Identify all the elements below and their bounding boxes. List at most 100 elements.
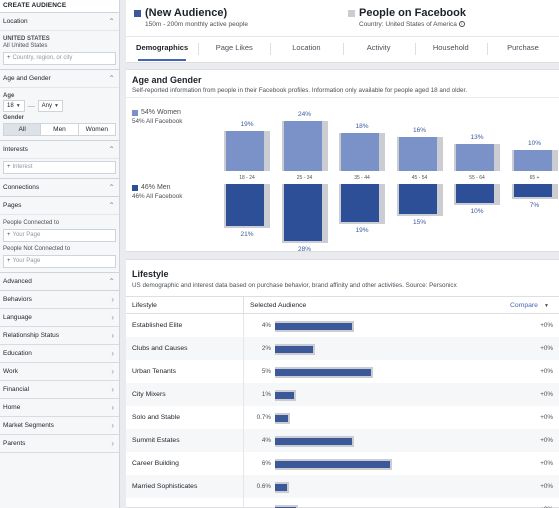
tab-page-likes[interactable]: Page Likes xyxy=(198,37,270,63)
lifestyle-bar-bg xyxy=(275,505,299,508)
plus-icon: + xyxy=(7,55,11,61)
pages-header-label: Pages xyxy=(3,202,22,209)
men-bar xyxy=(283,184,322,241)
lifestyle-name: Clubs and Causes xyxy=(132,345,188,352)
lifestyle-name: Summit Estates xyxy=(132,437,180,444)
lifestyle-percent: 1% xyxy=(261,391,271,398)
lifestyle-percent: 2% xyxy=(261,345,271,352)
men-bar-label: 19% xyxy=(355,226,369,234)
tab-demographics[interactable]: Demographics xyxy=(126,37,198,63)
pages-connected-input[interactable]: + Your Page xyxy=(3,229,116,242)
gender-all-button[interactable]: All xyxy=(3,123,42,136)
chevron-up-icon[interactable]: ⌃ xyxy=(108,17,115,26)
lifestyle-compare: +0% xyxy=(540,391,553,398)
sort-arrow-icon: ▼ xyxy=(543,303,549,309)
age-gender-header[interactable]: Age and Gender ⌃ xyxy=(0,70,119,87)
pages-header[interactable]: Pages ⌃ xyxy=(0,197,119,214)
lifestyle-title: Lifestyle xyxy=(132,269,169,279)
sidebar-item-parents[interactable]: Parents › xyxy=(0,435,119,453)
audience-size: 150m - 200m monthly active people xyxy=(145,21,248,28)
lifestyle-name: Established Elite xyxy=(132,322,183,329)
sidebar-item-language[interactable]: Language › xyxy=(0,309,119,327)
pages-not-connected-label: People Not Connected to xyxy=(3,246,71,252)
tab-purchase[interactable]: Purchase xyxy=(486,37,559,63)
chevron-up-icon[interactable]: ⌃ xyxy=(108,201,115,210)
lifestyle-percent: 0.6% xyxy=(256,483,271,490)
chevron-up-icon[interactable]: ⌃ xyxy=(108,74,115,83)
lifestyle-subtitle: US demographic and interest data based o… xyxy=(132,282,457,289)
sidebar-item-education[interactable]: Education › xyxy=(0,345,119,363)
chevron-up-icon[interactable]: ⌃ xyxy=(108,277,115,286)
men-bar-label: 10% xyxy=(470,208,484,215)
chevron-up-icon[interactable]: ⌃ xyxy=(108,183,115,192)
women-bar xyxy=(513,150,552,171)
lifestyle-row[interactable]: Summit Estates 4% +0% xyxy=(126,429,559,452)
tab-bar: Demographics Page Likes Location Activit… xyxy=(126,36,559,63)
gender-women-button[interactable]: Women xyxy=(78,123,116,136)
men-bar-label: 21% xyxy=(240,231,254,239)
age-separator: — xyxy=(27,102,35,110)
lifestyle-percent: 5% xyxy=(261,368,271,375)
women-bar-label: 19% xyxy=(240,121,254,129)
women-bar-label: 24% xyxy=(297,110,311,118)
lifestyle-row[interactable]: Solo and Stable 0.7% +0% xyxy=(126,406,559,429)
tab-activity[interactable]: Activity xyxy=(342,37,415,63)
audience-swatch xyxy=(134,9,141,17)
lifestyle-row[interactable]: +0% xyxy=(126,498,559,508)
lifestyle-row[interactable]: Married Sophisticates 0.6% +0% xyxy=(126,475,559,498)
lifestyle-row[interactable]: Urban Tenants 5% +0% xyxy=(126,360,559,383)
advanced-header-label: Advanced xyxy=(3,278,32,285)
lifestyle-row[interactable]: Established Elite 4% +0% xyxy=(126,314,559,337)
women-bar xyxy=(341,133,379,171)
col-lifestyle: Lifestyle xyxy=(132,302,157,309)
collapsed-items: Behaviors › Language › Relationship Status… xyxy=(0,291,119,453)
lifestyle-percent: 4% xyxy=(261,322,271,329)
lifestyle-row[interactable]: Clubs and Causes 2% +0% xyxy=(126,337,559,360)
tab-household[interactable]: Household xyxy=(414,37,487,63)
lifestyle-row[interactable]: Career Building 6% +0% xyxy=(126,452,559,475)
population-title: People on Facebook xyxy=(359,7,466,19)
age-category-label: 25 - 34 xyxy=(296,175,313,181)
pages-not-connected-input[interactable]: + Your Page xyxy=(3,255,116,268)
lifestyle-row[interactable]: City Mixers 1% +0% xyxy=(126,383,559,406)
location-input[interactable]: + Country, region, or city xyxy=(3,52,116,65)
interest-input[interactable]: + Interest xyxy=(3,161,116,174)
sidebar-item-market-segments[interactable]: Market Segments › xyxy=(0,417,119,435)
sidebar-item-relationship-status[interactable]: Relationship Status › xyxy=(0,327,119,345)
chevron-right-icon: › xyxy=(111,439,114,448)
tab-location[interactable]: Location xyxy=(270,37,342,63)
interests-header[interactable]: Interests ⌃ xyxy=(0,141,119,158)
interests-header-label: Interests xyxy=(3,146,28,153)
gender-men-button[interactable]: Men xyxy=(41,123,79,136)
lifestyle-name: Married Sophisticates xyxy=(132,483,198,490)
sidebar-item-work[interactable]: Work › xyxy=(0,363,119,381)
age-max-select[interactable]: Any ▼ xyxy=(37,100,63,112)
men-legend-sub: 46% All Facebook xyxy=(132,193,183,200)
sidebar: CREATE AUDIENCE Location ⌃ UNITED STATES… xyxy=(0,0,120,508)
chevron-up-icon[interactable]: ⌃ xyxy=(108,145,115,154)
location-header[interactable]: Location ⌃ xyxy=(0,13,119,30)
men-bar xyxy=(513,184,552,197)
pages-connected-label: People Connected to xyxy=(3,220,60,226)
chevron-right-icon: › xyxy=(111,403,114,412)
sidebar-item-behaviors[interactable]: Behaviors › xyxy=(0,291,119,309)
sidebar-item-financial[interactable]: Financial › xyxy=(0,381,119,399)
lifestyle-bar xyxy=(275,438,352,445)
men-bar-label: 15% xyxy=(412,218,426,226)
sidebar-item-label: Relationship Status xyxy=(3,332,60,339)
age-gender-panel: Age and Gender Self-reported information… xyxy=(126,69,559,253)
women-legend-label: 54% Women xyxy=(141,109,181,116)
lifestyle-percent: 6% xyxy=(261,460,271,467)
lifestyle-compare: +0% xyxy=(540,345,553,352)
women-bar xyxy=(456,143,494,171)
age-min-select[interactable]: 18 ▼ xyxy=(3,100,25,112)
age-category-label: 35 - 44 xyxy=(354,175,370,181)
advanced-header[interactable]: Advanced ⌃ xyxy=(0,273,119,290)
compare-sort-button[interactable]: Compare ▼ xyxy=(510,302,549,309)
connections-header[interactable]: Connections ⌃ xyxy=(0,179,119,196)
info-icon[interactable]: i xyxy=(458,21,465,28)
population-summary: People on Facebook Country: United State… xyxy=(348,7,466,28)
chevron-right-icon: › xyxy=(111,421,114,430)
col-selected-audience: Selected Audience xyxy=(250,302,307,309)
sidebar-item-home[interactable]: Home › xyxy=(0,399,119,417)
